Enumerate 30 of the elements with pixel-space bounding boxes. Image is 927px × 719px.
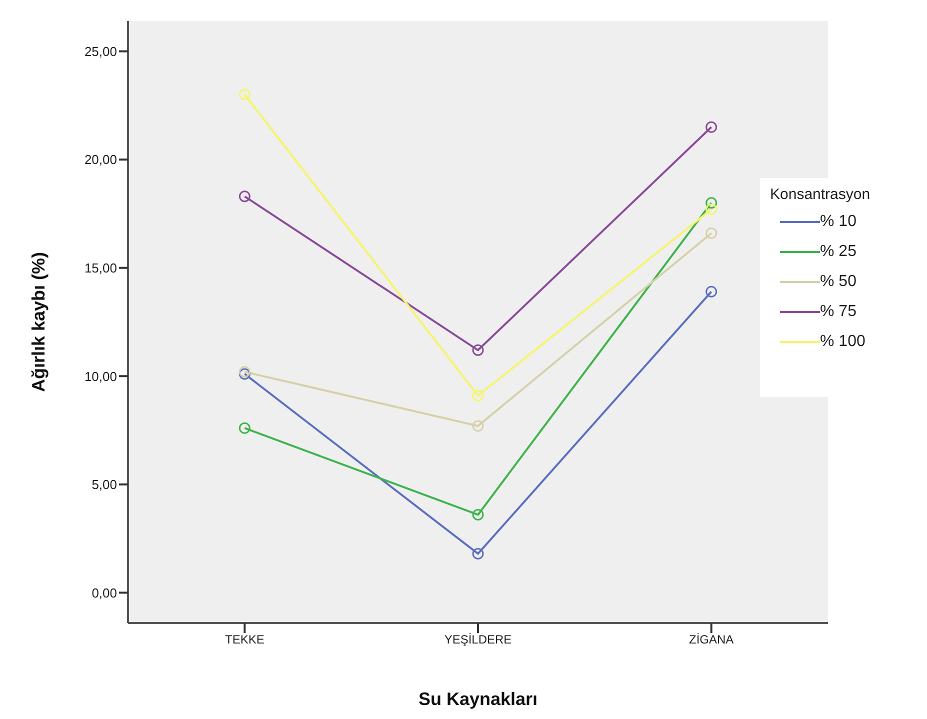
point (472, 420, 484, 432)
x-tick-label: YEŞİLDERE (444, 632, 512, 647)
y-tick-label: 5,00 (92, 477, 117, 492)
point (472, 390, 484, 402)
legend-title: Konsantrasyon (770, 186, 870, 203)
legend-label: % 100 (820, 333, 866, 351)
point (472, 548, 484, 560)
y-tick-label: 25,00 (84, 44, 117, 59)
legend-label: % 75 (820, 303, 856, 321)
point (706, 121, 718, 133)
legend-label: % 50 (820, 273, 856, 291)
point (238, 88, 250, 100)
point (472, 344, 484, 356)
point (472, 508, 484, 520)
y-tick-label: 20,00 (84, 152, 117, 168)
y-tick-label: 0,00 (92, 585, 117, 600)
y-axis-title: Ağırlık kaybı (%) (28, 252, 48, 392)
point (238, 422, 250, 434)
legend-label: % 25 (820, 243, 856, 261)
point (706, 227, 718, 239)
y-tick-label: 15,00 (84, 260, 117, 276)
point (238, 190, 250, 202)
x-tick-label: TEKKE (224, 632, 264, 647)
point (706, 197, 718, 209)
legend-label: % 10 (820, 213, 856, 231)
x-axis-title: Su Kaynakları (418, 689, 538, 709)
point (706, 204, 718, 216)
point (706, 286, 718, 298)
y-tick-label: 10,00 (84, 368, 117, 384)
x-tick-label: ZİGANA (688, 632, 734, 647)
